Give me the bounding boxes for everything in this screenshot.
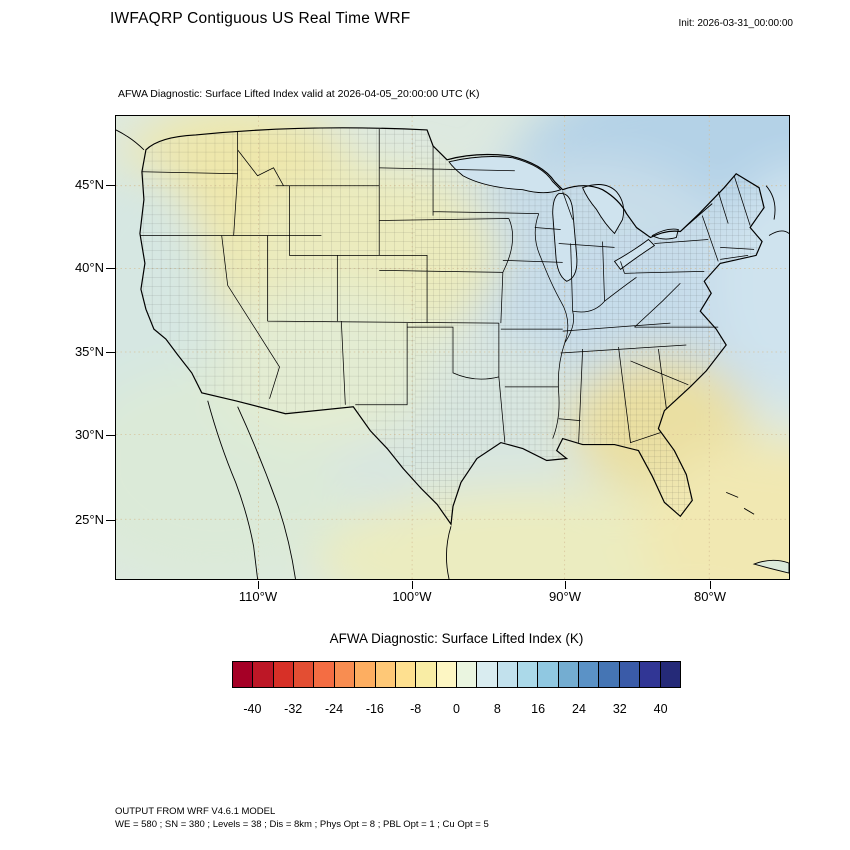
colorbar-tick-label: 16 <box>531 702 546 716</box>
plot-title: IWFAQRP Contiguous US Real Time WRF <box>110 10 411 27</box>
colorbar-tick-labels: -40 -32 -24 -16 -8 0 8 16 24 32 40 <box>232 702 681 718</box>
colorbar-cell <box>416 662 437 687</box>
footer-model-line: OUTPUT FROM WRF V4.6.1 MODEL <box>115 806 276 817</box>
colorbar-cell <box>660 662 680 687</box>
us-outline <box>139 127 765 526</box>
map-subtitle: AFWA Diagnostic: Surface Lifted Index va… <box>118 88 480 100</box>
colorbar-cell <box>456 662 478 687</box>
x-tick-mark <box>710 581 712 589</box>
colorbar-cell <box>436 662 457 687</box>
y-tick-mark <box>106 352 115 354</box>
y-tick-mark <box>106 520 115 522</box>
y-tick-mark <box>106 185 115 187</box>
conus-map-svg <box>116 116 789 579</box>
footer-config-line: WE = 580 ; SN = 380 ; Levels = 38 ; Dis … <box>115 819 489 830</box>
colorbar-cell <box>558 662 580 687</box>
colorbar-tick-label: 32 <box>612 702 627 716</box>
colorbar-title: AFWA Diagnostic: Surface Lifted Index (K… <box>329 631 584 646</box>
x-tick-label: 100°W <box>392 589 432 604</box>
y-tick-label: 30°N <box>74 427 104 442</box>
y-tick-mark <box>106 268 115 270</box>
cuba-island <box>752 559 789 574</box>
state-borders <box>139 128 755 444</box>
colorbar-cell <box>497 662 519 687</box>
colorbar-cell <box>538 662 559 687</box>
y-tick-label: 35°N <box>74 344 104 359</box>
colorbar-cell <box>375 662 396 687</box>
y-tick-label: 45°N <box>74 177 104 192</box>
x-tick-mark <box>412 581 414 589</box>
colorbar-tick-label: 24 <box>572 702 586 716</box>
colorbar-tick-label: -8 <box>410 702 422 716</box>
neighbor-coastlines <box>116 129 789 579</box>
colorbar-cell <box>477 662 498 687</box>
init-timestamp: Init: 2026-03-31_00:00:00 <box>678 18 793 29</box>
y-tick-mark <box>106 435 115 437</box>
colorbar-cell <box>334 662 356 687</box>
colorbar-cell <box>395 662 417 687</box>
x-tick-label: 110°W <box>238 589 278 604</box>
colorbar-tick-label: -40 <box>243 702 262 716</box>
colorbar-cell <box>518 662 539 687</box>
colorbar-cell <box>253 662 274 687</box>
map-plot-area <box>115 115 790 580</box>
colorbar-cell <box>579 662 600 687</box>
x-tick-mark <box>565 581 567 589</box>
colorbar-cell <box>355 662 376 687</box>
colorbar-tick-label: -24 <box>324 702 344 716</box>
x-tick-label: 80°W <box>694 589 726 604</box>
y-tick-label: 40°N <box>74 260 104 275</box>
colorbar-cell <box>273 662 295 687</box>
colorbar-tick-label: 40 <box>653 702 668 716</box>
x-tick-label: 90°W <box>549 589 581 604</box>
colorbar-cell <box>599 662 620 687</box>
x-tick-mark <box>258 581 260 589</box>
y-tick-label: 25°N <box>74 512 104 527</box>
colorbar-cell <box>294 662 315 687</box>
colorbar-cell <box>233 662 254 687</box>
colorbar-tick-label: 8 <box>493 702 501 716</box>
colorbar <box>232 661 681 688</box>
colorbar-tick-label: -32 <box>284 702 303 716</box>
colorbar-cell <box>619 662 641 687</box>
colorbar-tick-label: 0 <box>453 702 460 716</box>
colorbar-cell <box>314 662 335 687</box>
colorbar-tick-label: -16 <box>365 702 384 716</box>
colorbar-cell <box>640 662 661 687</box>
